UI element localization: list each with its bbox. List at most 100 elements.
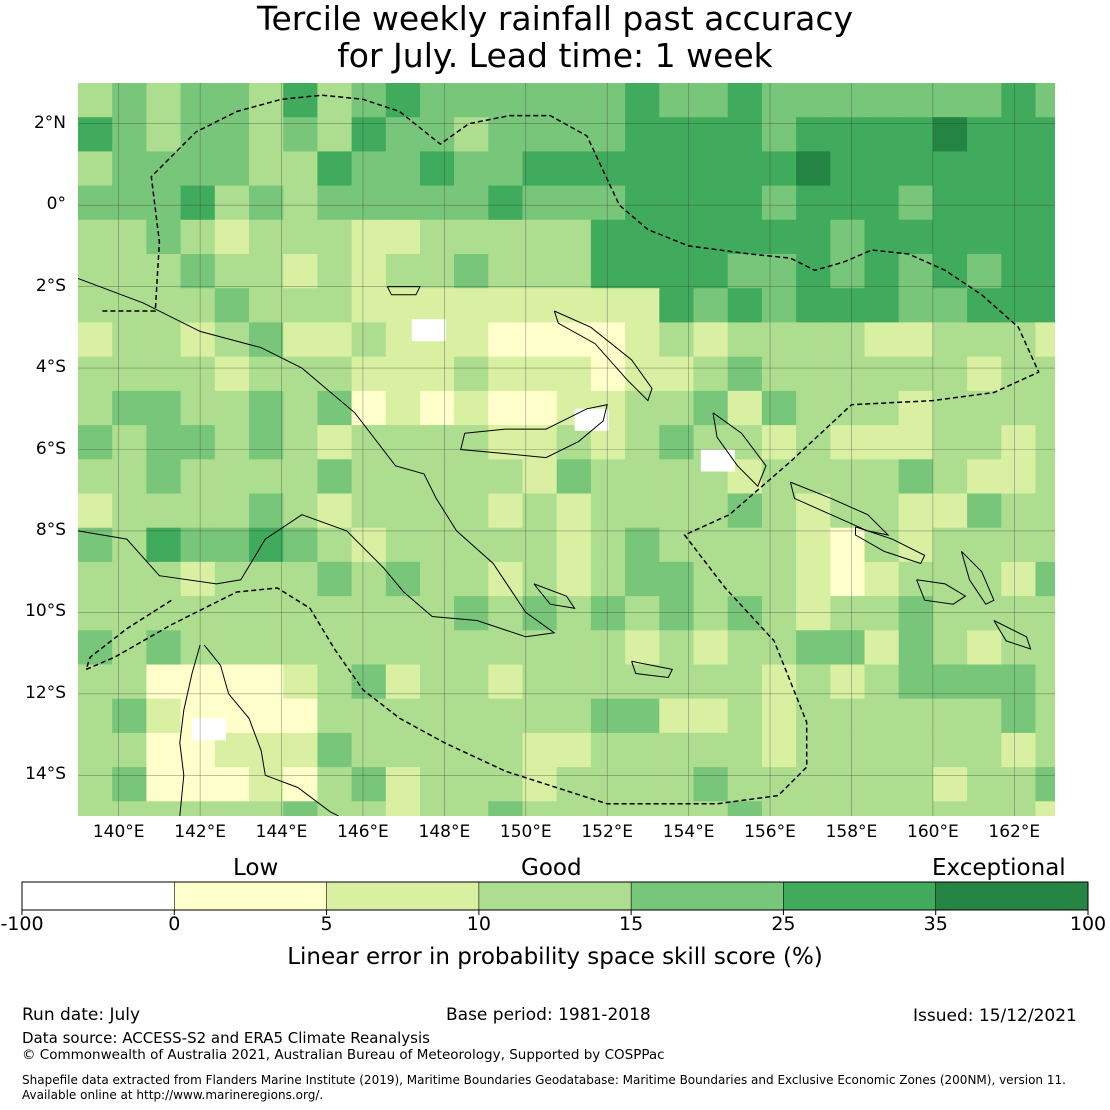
skill-cell <box>317 801 353 816</box>
skill-cell <box>146 493 182 529</box>
skill-cell <box>830 630 866 666</box>
skill-cell <box>249 630 284 666</box>
skill-cell <box>727 630 763 666</box>
skill-cell <box>385 630 421 666</box>
skill-cell <box>385 83 421 118</box>
colorbar-tick-label: 10 <box>466 913 491 935</box>
skill-cell <box>78 117 113 152</box>
skill-cell <box>727 219 763 255</box>
skill-cell <box>659 698 695 734</box>
latitude-label: 4°S <box>35 357 66 378</box>
skill-cell <box>385 117 421 152</box>
skill-cell <box>78 219 113 255</box>
colorbar-word-low: Low <box>233 855 279 881</box>
skill-cell <box>898 117 934 152</box>
skill-cell <box>864 425 900 460</box>
colorbar-tick-label: -100 <box>0 913 44 935</box>
colorbar-title: Linear error in probability space skill … <box>287 944 823 970</box>
skill-cell <box>761 561 797 597</box>
skill-cell <box>796 288 831 323</box>
skill-cell-zero <box>192 718 226 741</box>
skill-cell <box>761 117 797 152</box>
skill-cell <box>78 698 113 734</box>
skill-cell <box>625 356 660 392</box>
skill-cell <box>659 219 695 255</box>
skill-cell <box>1035 767 1055 802</box>
skill-cell <box>727 151 763 187</box>
skill-cell <box>112 254 147 289</box>
skill-cell <box>180 117 216 152</box>
skill-cell <box>693 151 729 187</box>
skill-cell <box>659 322 695 358</box>
skill-cell <box>78 801 113 816</box>
skill-cell <box>283 801 318 816</box>
skill-cell <box>761 596 797 631</box>
skill-cell <box>112 698 147 734</box>
skill-cell <box>727 767 763 802</box>
skill-cell <box>317 459 353 495</box>
skill-cell <box>146 459 182 495</box>
skill-cell <box>283 117 318 152</box>
colorbar-tick-label: 25 <box>771 913 796 935</box>
skill-cell <box>351 322 387 358</box>
skill-cell <box>317 493 353 529</box>
skill-cell <box>864 219 900 255</box>
skill-cell <box>693 698 729 734</box>
skill-cell <box>351 698 387 734</box>
skill-cell <box>317 151 353 187</box>
skill-cell <box>385 390 421 426</box>
skill-cell <box>1035 288 1055 323</box>
colorbar-frame <box>21 881 1089 911</box>
skill-cell <box>1035 596 1055 631</box>
skill-cell <box>898 664 934 700</box>
skill-cell <box>556 288 592 323</box>
skill-cell <box>214 390 250 426</box>
skill-cell <box>864 151 900 187</box>
skill-cell <box>556 493 592 529</box>
skill-cell <box>761 390 797 426</box>
skill-cell <box>214 527 250 563</box>
skill-cell <box>317 390 353 426</box>
skill-cell <box>556 219 592 255</box>
colorbar-segment <box>22 882 175 910</box>
skill-cell <box>317 767 353 802</box>
colorbar-segment <box>631 882 784 910</box>
longitude-label: 146°E <box>337 822 389 842</box>
skill-cell <box>967 732 1002 768</box>
skill-cell <box>1001 117 1037 152</box>
skill-cell <box>761 83 797 118</box>
skill-cell <box>488 527 524 563</box>
skill-cell <box>112 732 147 768</box>
skill-cell <box>488 151 524 187</box>
graticule <box>78 83 1055 816</box>
skill-cell <box>830 356 866 392</box>
skill-cell <box>761 767 797 802</box>
skill-cell <box>796 117 831 152</box>
skill-cell <box>249 185 284 221</box>
skill-cell <box>214 219 250 255</box>
skill-cell <box>249 288 284 323</box>
skill-cell <box>249 390 284 426</box>
skill-cell <box>1001 801 1037 816</box>
skill-cell <box>112 185 147 221</box>
skill-cell <box>898 425 934 460</box>
skill-cell <box>317 83 353 118</box>
skill-cell <box>317 117 353 152</box>
skill-cell <box>796 390 831 426</box>
skill-cell <box>522 732 558 768</box>
skill-cell <box>488 219 524 255</box>
skill-cell <box>488 630 524 666</box>
coastline <box>789 481 890 536</box>
skill-cell <box>1035 698 1055 734</box>
skill-cell <box>146 83 182 118</box>
skill-cell <box>898 561 934 597</box>
longitude-label: 152°E <box>581 822 634 842</box>
skill-cell <box>351 630 387 666</box>
skill-cell <box>78 664 113 700</box>
skill-cell <box>180 425 216 460</box>
skill-cell <box>214 254 250 289</box>
colorbar-segment <box>326 882 480 910</box>
skill-cell <box>283 390 318 426</box>
skill-cell <box>283 356 318 392</box>
